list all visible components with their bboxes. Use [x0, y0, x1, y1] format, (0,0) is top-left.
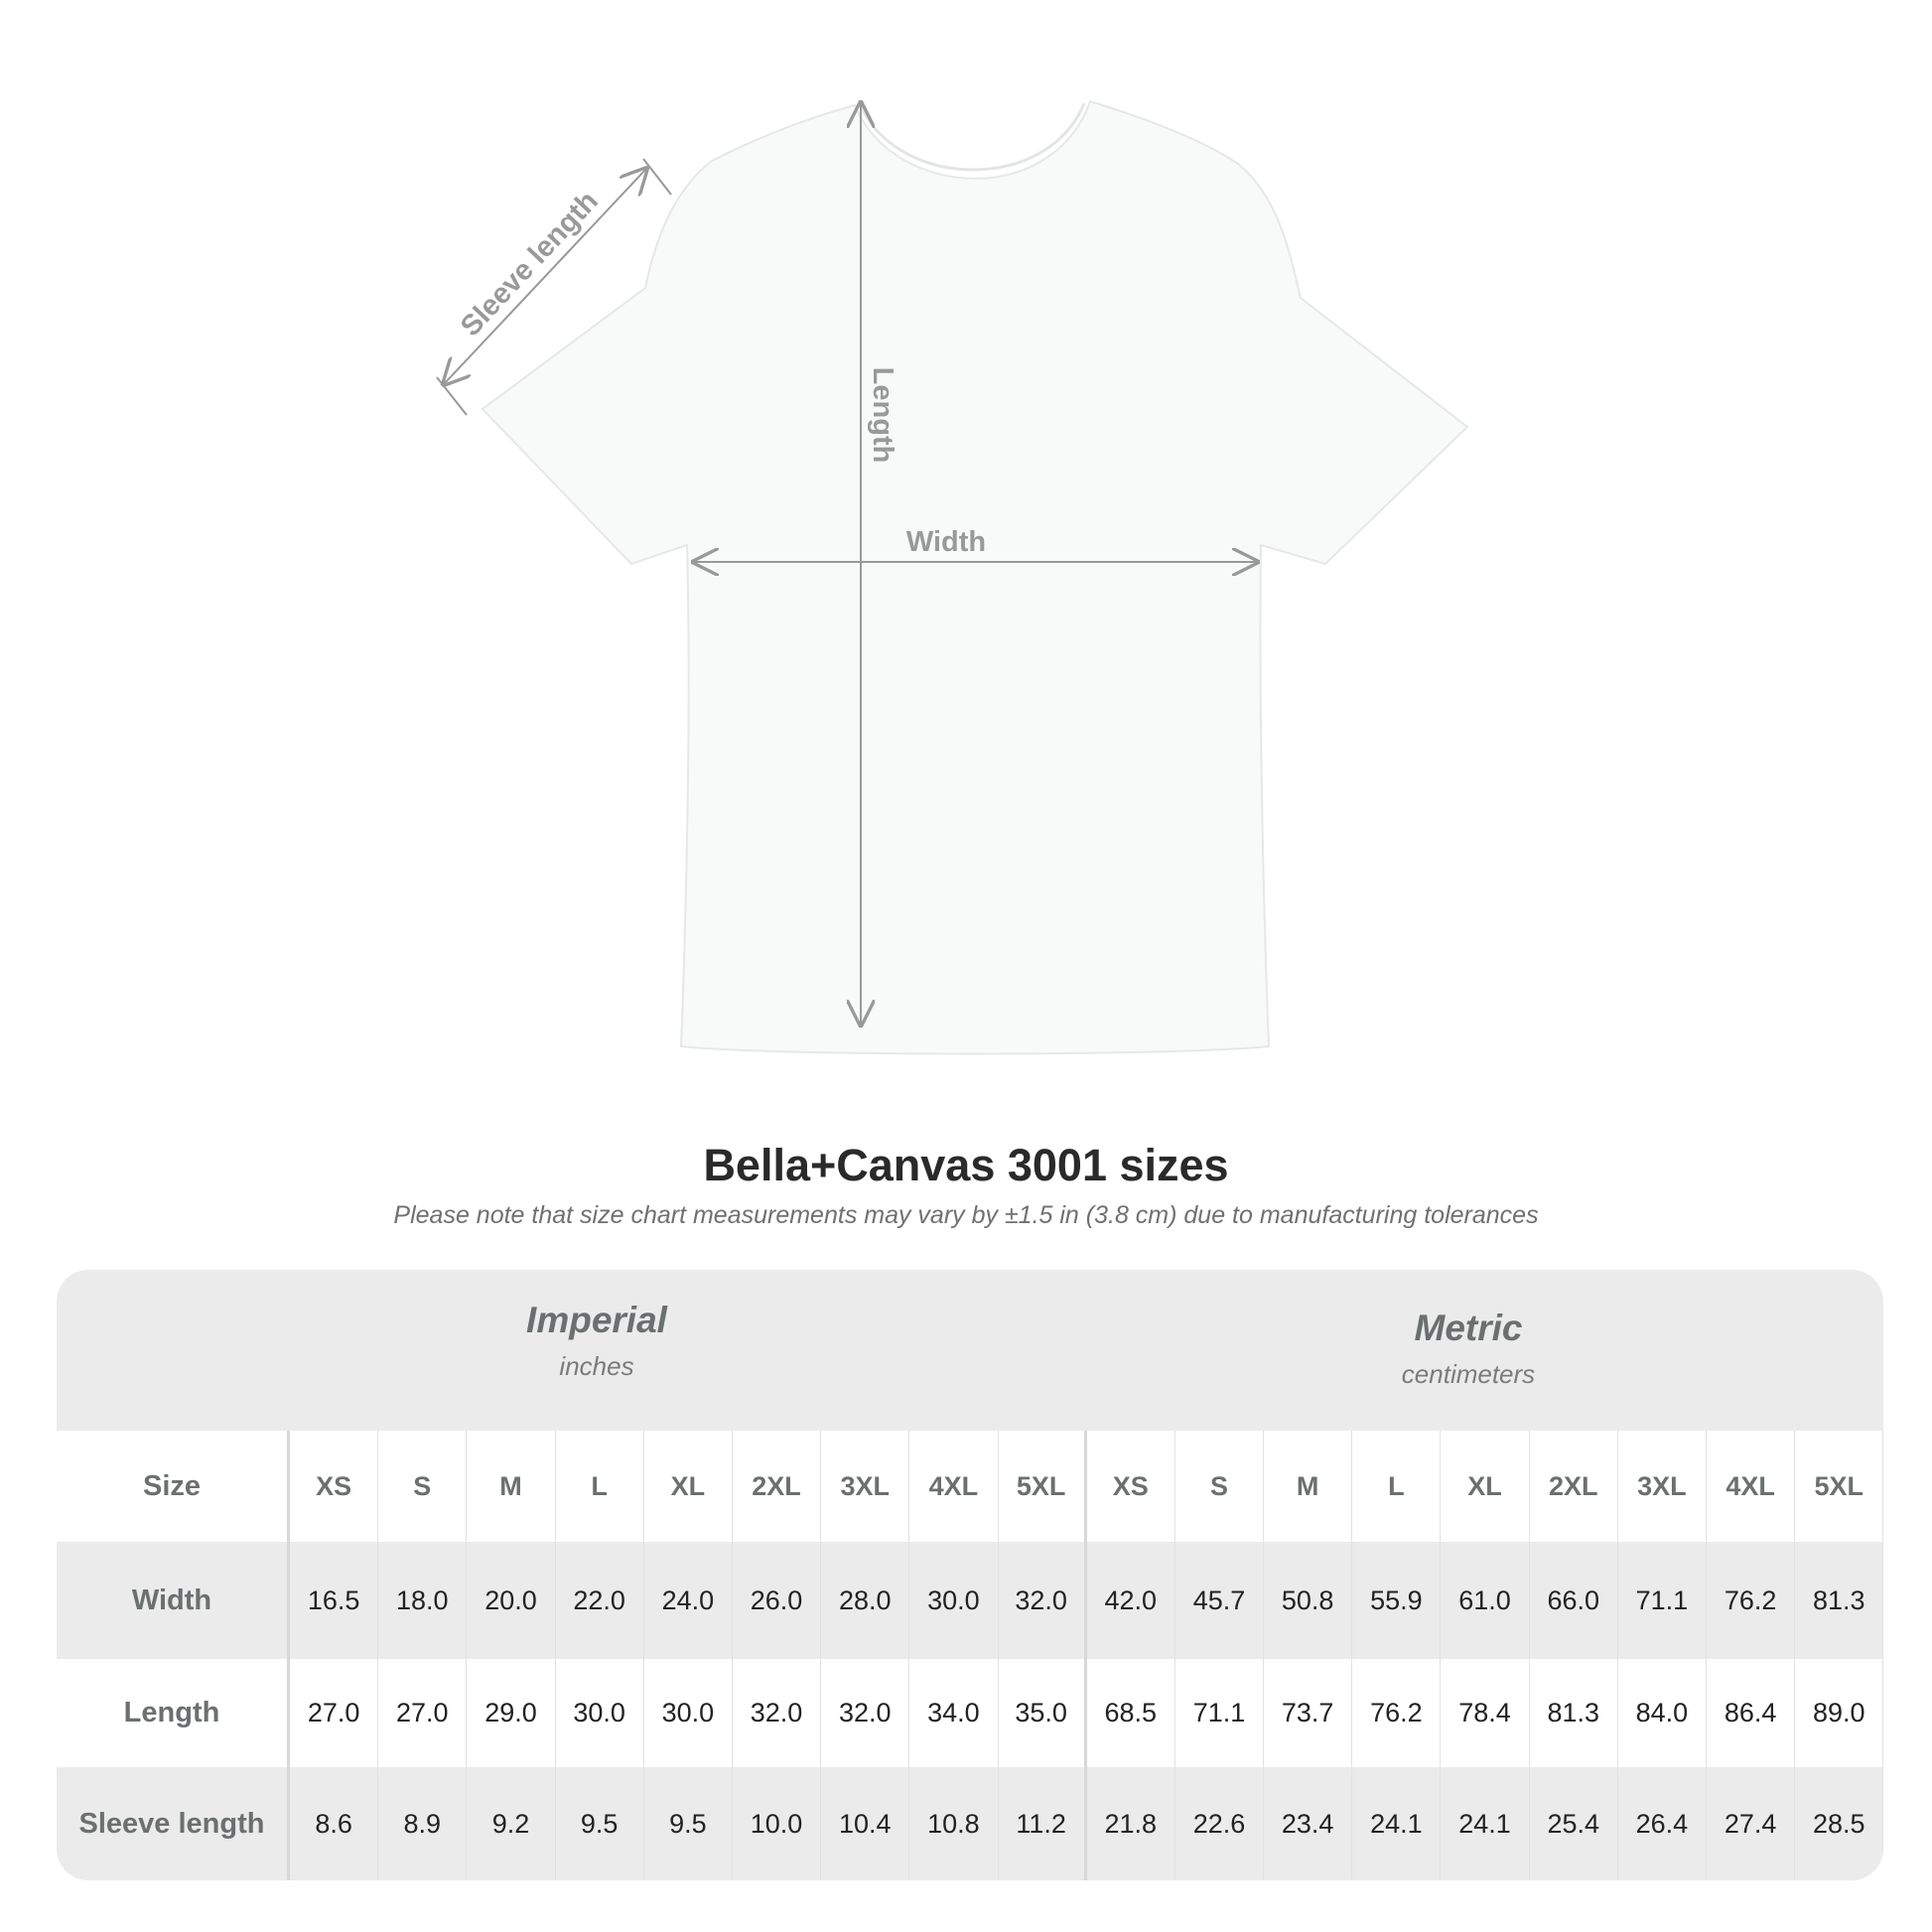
- metric-unit: centimeters: [1401, 1359, 1536, 1389]
- size-header-metric: XS: [1087, 1431, 1175, 1542]
- measurement-cell: 61.0: [1441, 1542, 1530, 1659]
- size-header-imperial: XL: [644, 1431, 733, 1542]
- measurement-cell: 11.2: [999, 1767, 1087, 1880]
- row-label: Width: [57, 1542, 290, 1659]
- measurement-cell: 21.8: [1087, 1767, 1175, 1880]
- measurement-cell: 45.7: [1175, 1542, 1265, 1659]
- measurement-cell: 28.5: [1795, 1767, 1883, 1880]
- measurement-cell: 16.5: [290, 1542, 379, 1659]
- tshirt-diagram: Length Width Sleeve length: [436, 99, 1469, 1055]
- size-header-metric: 5XL: [1795, 1431, 1883, 1542]
- measurement-cell: 76.2: [1352, 1659, 1442, 1767]
- tshirt-shape: [481, 99, 1469, 1055]
- measurement-cell: 27.0: [290, 1659, 379, 1767]
- size-header-metric: 4XL: [1707, 1431, 1796, 1542]
- measurement-cell: 30.0: [644, 1659, 733, 1767]
- measurement-cell: 29.0: [467, 1659, 556, 1767]
- measurement-cell: 25.4: [1530, 1767, 1618, 1880]
- measurement-cell: 42.0: [1087, 1542, 1175, 1659]
- length-label: Length: [867, 367, 898, 464]
- measurement-cell: 86.4: [1707, 1659, 1796, 1767]
- size-table: Imperial inches Metric centimeters Size X…: [57, 1270, 1883, 1880]
- measurement-cell: 8.9: [378, 1767, 468, 1880]
- imperial-unit: inches: [559, 1351, 634, 1381]
- measurement-cell: 71.1: [1175, 1659, 1265, 1767]
- measurement-cell: 89.0: [1795, 1659, 1883, 1767]
- measurement-cell: 20.0: [467, 1542, 556, 1659]
- size-label: Size: [57, 1431, 290, 1542]
- measurement-cell: 26.4: [1618, 1767, 1707, 1880]
- measurement-cell: 81.3: [1795, 1542, 1883, 1659]
- size-header-metric: 2XL: [1530, 1431, 1618, 1542]
- measurement-cell: 28.0: [821, 1542, 910, 1659]
- size-header-metric: 3XL: [1618, 1431, 1707, 1542]
- table-row: Width 16.5 18.0 20.0 22.0 24.0 26.0 28.0 30.0 32.…: [57, 1542, 1883, 1659]
- size-header-imperial: XS: [290, 1431, 379, 1542]
- measurement-cell: 30.0: [909, 1542, 999, 1659]
- size-header-imperial: 3XL: [821, 1431, 910, 1542]
- sleeve-length-label: Sleeve length: [455, 186, 605, 344]
- measurement-cell: 35.0: [999, 1659, 1087, 1767]
- measurement-cell: 81.3: [1530, 1659, 1618, 1767]
- imperial-header: Imperial inches: [299, 1300, 895, 1382]
- measurement-cell: 26.0: [733, 1542, 822, 1659]
- measurement-cell: 34.0: [909, 1659, 999, 1767]
- measurement-cell: 8.6: [290, 1767, 379, 1880]
- measurement-cell: 10.0: [733, 1767, 822, 1880]
- measurement-cell: 24.1: [1441, 1767, 1530, 1880]
- imperial-title: Imperial: [526, 1300, 667, 1340]
- measurement-cell: 32.0: [821, 1659, 910, 1767]
- size-row: Size XS S M L XL 2XL 3XL 4XL 5XL XS S M L XL 2XL 3XL 4XL 5…: [57, 1431, 1883, 1542]
- measurement-cell: 30.0: [556, 1659, 644, 1767]
- page-title: Bella+Canvas 3001 sizes: [703, 1140, 1229, 1190]
- measurement-cell: 68.5: [1087, 1659, 1175, 1767]
- measurement-cell: 71.1: [1618, 1542, 1707, 1659]
- measurement-cell: 32.0: [999, 1542, 1087, 1659]
- measurement-cell: 10.4: [821, 1767, 910, 1880]
- measurement-cell: 10.8: [909, 1767, 999, 1880]
- metric-title: Metric: [1414, 1308, 1523, 1348]
- table-row: Length 27.0 27.0 29.0 30.0 30.0 32.0 32.0 34.0 35…: [57, 1659, 1883, 1767]
- measurement-cell: 9.5: [644, 1767, 733, 1880]
- measurement-cell: 9.5: [556, 1767, 644, 1880]
- size-header-imperial: M: [467, 1431, 556, 1542]
- sleeve-arrow: [444, 169, 646, 384]
- measurement-cell: 22.6: [1175, 1767, 1265, 1880]
- size-header-metric: XL: [1441, 1431, 1530, 1542]
- measurement-cell: 24.0: [644, 1542, 733, 1659]
- width-label: Width: [906, 526, 986, 558]
- metric-header: Metric centimeters: [1171, 1308, 1766, 1390]
- unit-header: Imperial inches Metric centimeters: [57, 1270, 1883, 1431]
- measurement-cell: 27.0: [378, 1659, 468, 1767]
- measurement-cell: 18.0: [378, 1542, 468, 1659]
- measurement-cell: 84.0: [1618, 1659, 1707, 1767]
- size-header-imperial: L: [556, 1431, 644, 1542]
- measurement-cell: 73.7: [1264, 1659, 1353, 1767]
- measurement-cell: 24.1: [1352, 1767, 1442, 1880]
- measurement-cell: 9.2: [467, 1767, 556, 1880]
- size-header-imperial: 5XL: [999, 1431, 1087, 1542]
- measurement-cell: 32.0: [733, 1659, 822, 1767]
- measurement-cell: 22.0: [556, 1542, 644, 1659]
- measurement-cell: 78.4: [1441, 1659, 1530, 1767]
- table-row: Sleeve length 8.6 8.9 9.2 9.5 9.5 10.0 10.4 10.8…: [57, 1767, 1883, 1880]
- size-header-imperial: 4XL: [909, 1431, 999, 1542]
- tolerance-note: Please note that size chart measurements…: [393, 1201, 1539, 1229]
- measurement-cell: 66.0: [1530, 1542, 1618, 1659]
- size-header-imperial: S: [378, 1431, 468, 1542]
- size-header-imperial: 2XL: [733, 1431, 822, 1542]
- measurement-cell: 55.9: [1352, 1542, 1442, 1659]
- measurement-cell: 27.4: [1707, 1767, 1796, 1880]
- row-label: Sleeve length: [57, 1767, 290, 1880]
- size-header-metric: L: [1352, 1431, 1442, 1542]
- measurement-cell: 76.2: [1707, 1542, 1796, 1659]
- measurement-cell: 50.8: [1264, 1542, 1353, 1659]
- size-header-metric: M: [1264, 1431, 1353, 1542]
- row-label: Length: [57, 1659, 290, 1767]
- measurement-cell: 23.4: [1264, 1767, 1353, 1880]
- size-header-metric: S: [1175, 1431, 1265, 1542]
